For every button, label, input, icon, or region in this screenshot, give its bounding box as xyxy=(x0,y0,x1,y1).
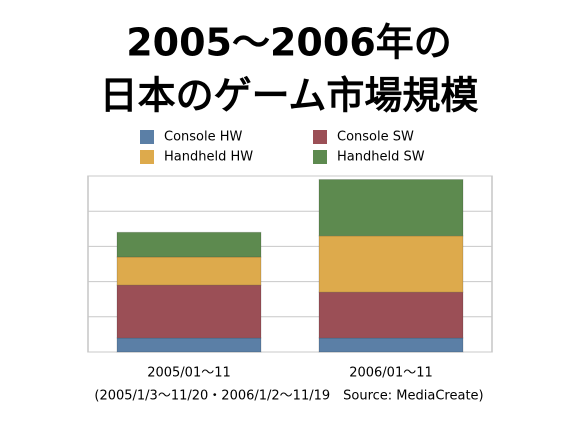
legend-swatch xyxy=(140,150,154,164)
legend-swatch xyxy=(313,130,327,144)
legend-label: Handheld SW xyxy=(337,150,425,165)
bar-segment xyxy=(318,235,464,293)
chart-title: 2005〜2006年の xyxy=(126,21,452,65)
bar-segment xyxy=(318,179,464,237)
legend-label: Console SW xyxy=(337,130,414,145)
chart-title: 日本のゲーム市場規模 xyxy=(100,74,479,118)
legend-label: Handheld HW xyxy=(164,150,253,165)
bar-segment xyxy=(116,256,262,286)
legend-swatch xyxy=(313,150,327,164)
bar-segment xyxy=(116,337,262,353)
bar-segment xyxy=(318,337,464,353)
x-tick-label: 2005/01〜11 xyxy=(147,366,231,381)
x-tick-label: 2006/01〜11 xyxy=(349,366,433,381)
bar-segment xyxy=(116,284,262,339)
legend-label: Console HW xyxy=(164,130,243,145)
bar-segment xyxy=(318,291,464,339)
legend-swatch xyxy=(140,130,154,144)
note: (2005/1/3〜11/20・2006/1/2〜11/19 Source: M… xyxy=(94,389,483,404)
bar-segment xyxy=(116,231,262,258)
